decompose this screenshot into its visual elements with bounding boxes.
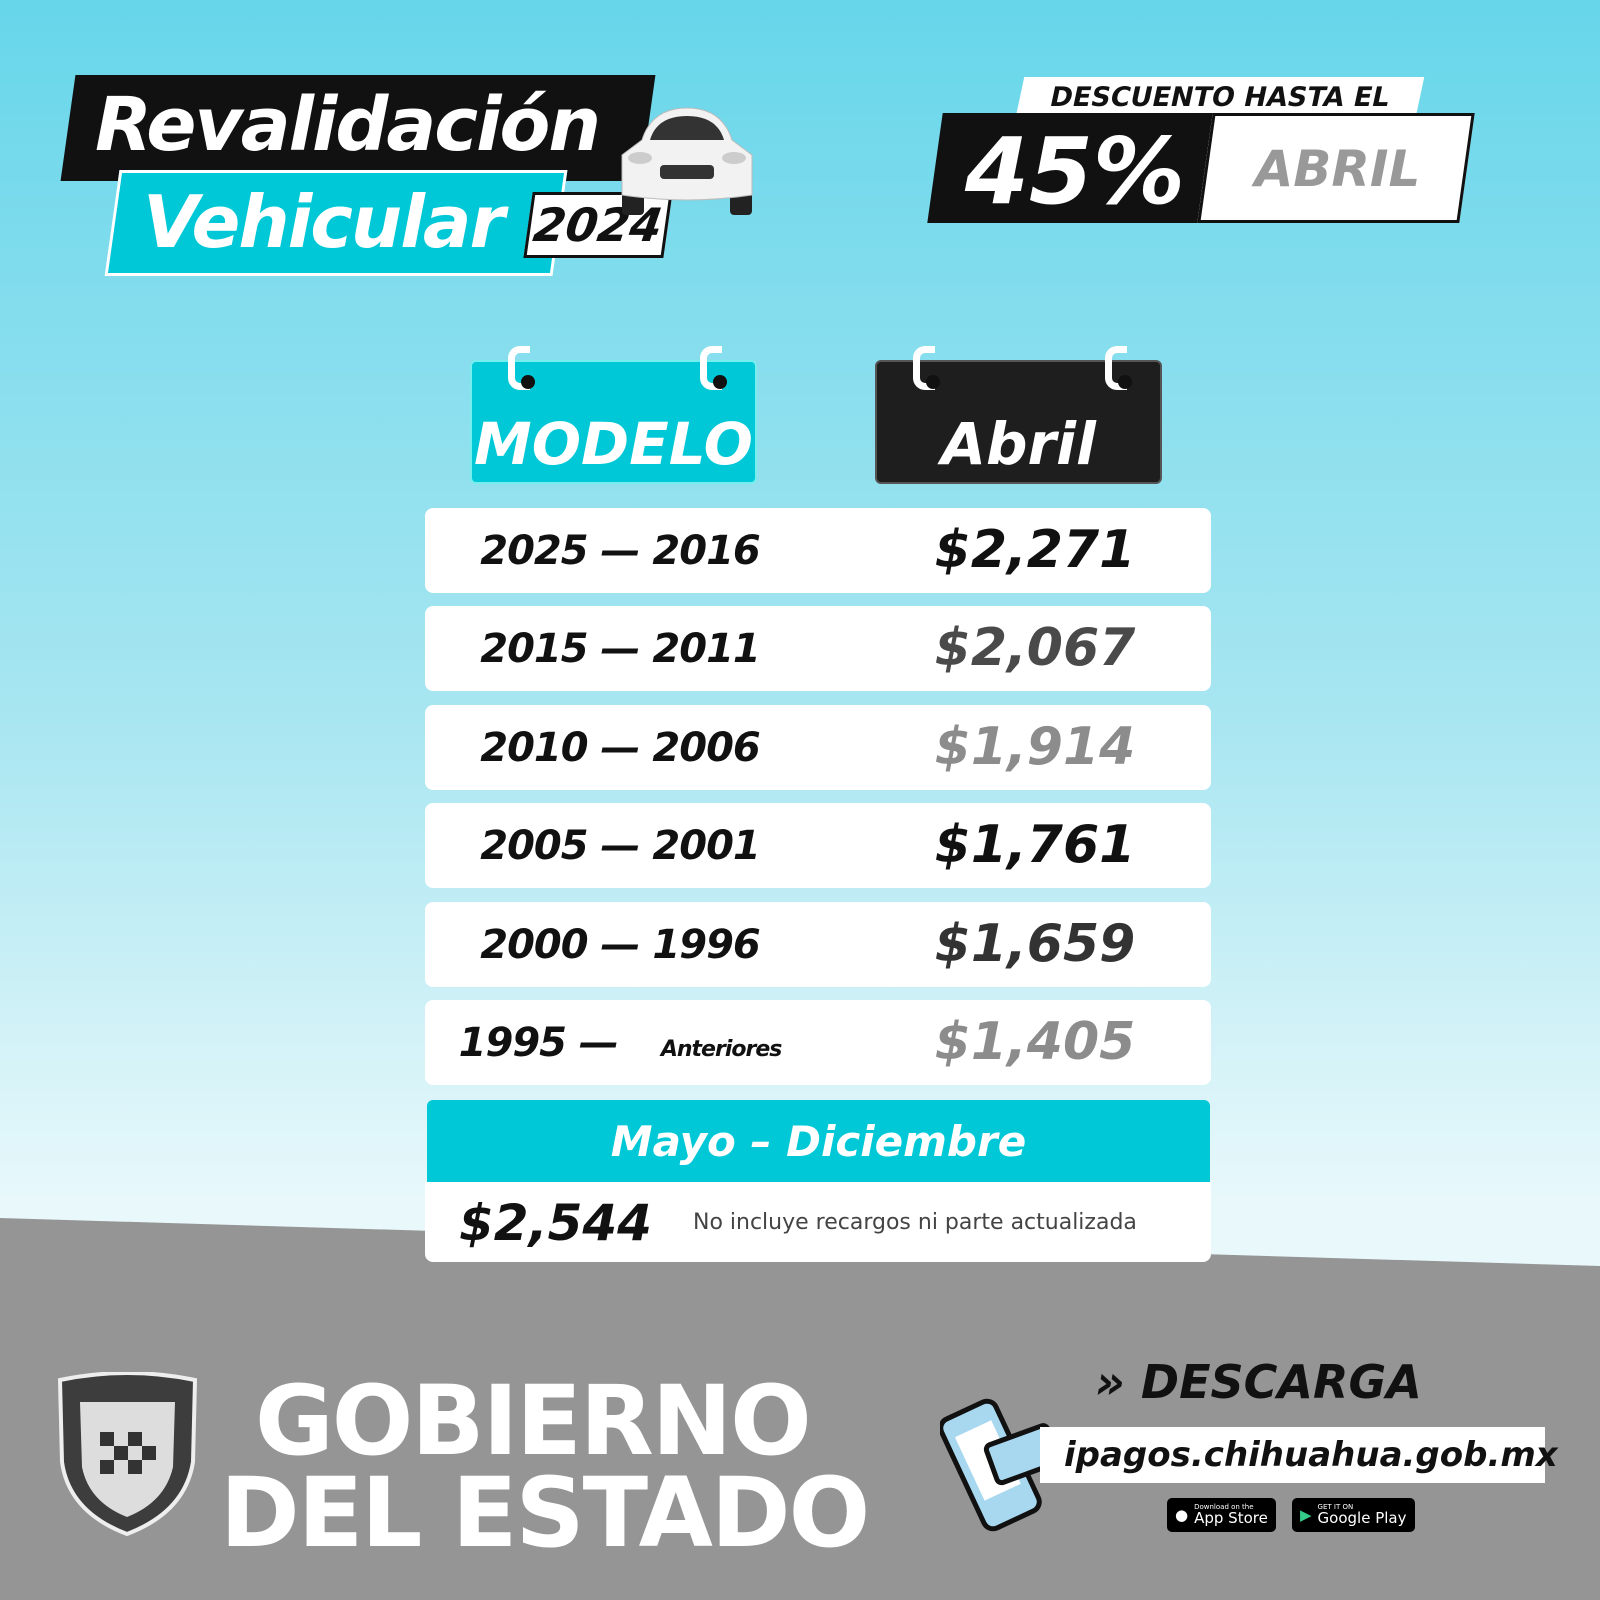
calendar-header-model: MODELO [470, 346, 757, 484]
later-price: $2,544 [459, 1194, 652, 1252]
year-to: Anteriores [660, 1037, 782, 1062]
year-from: 2000 [480, 922, 588, 968]
download-heading: » DESCARGA [1095, 1355, 1422, 1409]
discount-month: ABRIL [1254, 140, 1421, 198]
year-from: 2010 [480, 725, 588, 771]
table-row: 1995 — Anteriores $1,405 [425, 1000, 1211, 1085]
price: $1,405 [934, 1012, 1136, 1072]
gov-line1: GOBIERNO [255, 1365, 812, 1477]
car-icon [621, 107, 753, 215]
state-seal-logo [57, 1372, 198, 1537]
price: $1,659 [934, 914, 1136, 974]
ring-icon [1105, 346, 1132, 390]
price: $1,761 [934, 815, 1136, 875]
play-icon: ▶ [1300, 1505, 1312, 1524]
table-row: 2025 — 2016 $2,271 [425, 508, 1211, 593]
title-line2: Vehicular [143, 180, 505, 264]
model-range: 2005 — 2001 [480, 823, 761, 869]
note: No incluye recargos ni parte actualizada [693, 1210, 1137, 1235]
model-range: 1995 — Anteriores [458, 1020, 783, 1066]
year-to: 2006 [652, 725, 760, 771]
model-range: 2025 — 2016 [480, 528, 761, 574]
calendar-header-month: Abril [875, 346, 1162, 484]
discount-label: DESCUENTO HASTA EL [1015, 77, 1425, 117]
gplay-small: GET IT ON [1317, 1503, 1354, 1511]
column-month-label: Abril [941, 410, 1096, 478]
year-from: 2005 [480, 823, 588, 869]
google-play-badge[interactable]: ▶ GET IT ON Google Play [1292, 1498, 1415, 1532]
appstore-small: Download on the [1194, 1503, 1254, 1511]
column-model-label: MODELO [474, 410, 753, 478]
price: $2,271 [934, 520, 1136, 580]
year-to: 2016 [652, 528, 760, 574]
discount-percent: 45% [964, 118, 1186, 225]
apple-icon: ● [1175, 1505, 1189, 1524]
price: $2,067 [934, 618, 1136, 678]
gov-line2: DEL ESTADO [220, 1457, 870, 1569]
later-period-band: Mayo – Diciembre [427, 1100, 1210, 1183]
ipagos-link[interactable]: ipagos.chihuahua.gob.mx [1040, 1427, 1558, 1483]
year-from: 2015 [480, 626, 588, 672]
table-row: 2005 — 2001 $1,761 [425, 803, 1211, 888]
app-store-badge[interactable]: ● Download on the App Store [1167, 1498, 1276, 1532]
year-to: 1996 [652, 922, 760, 968]
model-range: 2010 — 2006 [480, 725, 761, 771]
table-row: 2000 — 1996 $1,659 [425, 902, 1211, 987]
year-from: 2025 [480, 528, 588, 574]
table-row: 2010 — 2006 $1,914 [425, 705, 1211, 790]
ring-icon [700, 346, 727, 390]
government-wordmark: GOBIERNO DEL ESTADO [220, 1365, 870, 1569]
year-to: 2011 [652, 626, 760, 672]
ring-icon [913, 346, 940, 390]
gplay-label: Google Play [1317, 1509, 1407, 1527]
later-price-row: $2,544 No incluye recargos ni parte actu… [425, 1182, 1211, 1262]
table-row: 2015 — 2011 $2,067 [425, 606, 1211, 691]
year-to: 2001 [652, 823, 760, 869]
double-chevron-icon: » [1095, 1355, 1125, 1409]
model-range: 2015 — 2011 [480, 626, 761, 672]
appstore-label: App Store [1194, 1509, 1268, 1527]
price: $1,914 [934, 717, 1136, 777]
ring-icon [508, 346, 535, 390]
year-from: 1995 [458, 1020, 567, 1066]
title-line1: Revalidación [95, 82, 601, 168]
model-range: 2000 — 1996 [480, 922, 761, 968]
download-label: DESCARGA [1140, 1355, 1422, 1409]
